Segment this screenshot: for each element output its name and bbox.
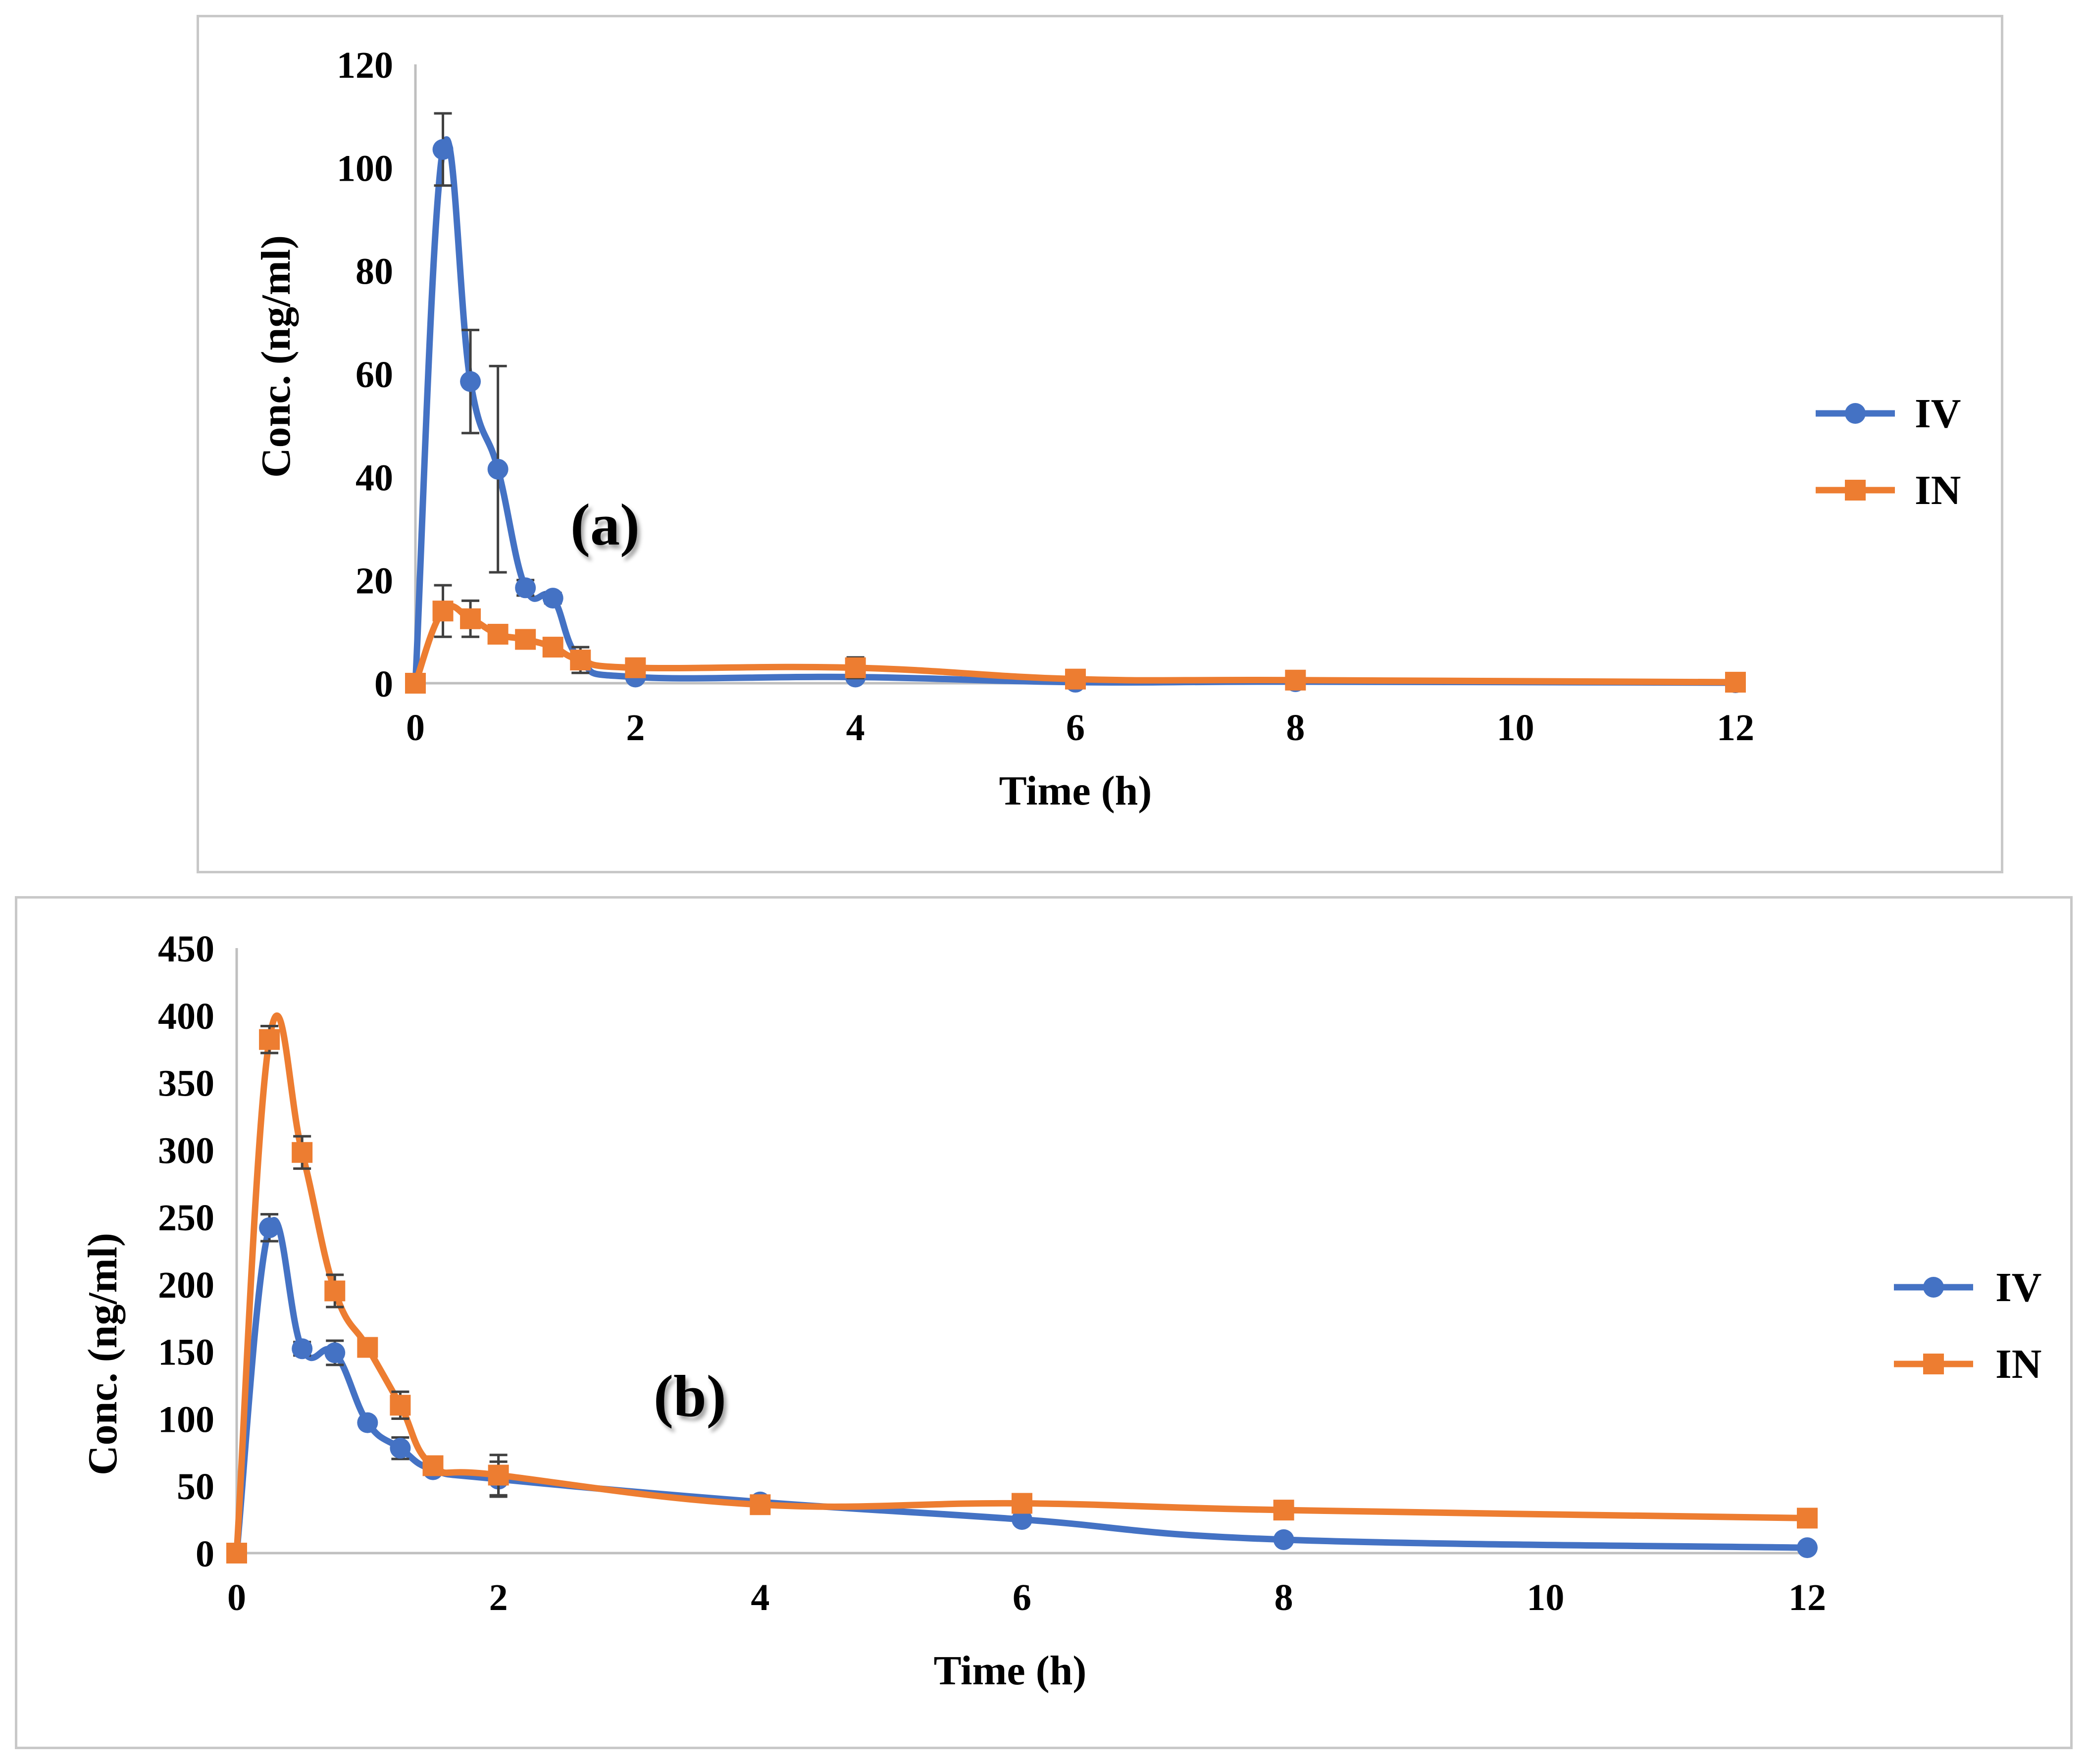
y-tick-label: 400 (158, 996, 214, 1037)
x-tick-label: 12 (1717, 707, 1754, 749)
legend-label: IN (1995, 1341, 2041, 1387)
data-point-iv (1012, 1509, 1032, 1530)
data-point-iv (487, 458, 509, 480)
data-point-in (1012, 1493, 1032, 1514)
series-line-in (233, 1012, 1808, 1554)
data-point-in (259, 1029, 280, 1050)
y-tick-label: 300 (158, 1130, 214, 1171)
legend-item-in: IN (1894, 1341, 2041, 1387)
data-point-in (357, 1337, 378, 1358)
y-tick-label: 120 (337, 45, 393, 86)
data-point-in (845, 657, 866, 678)
data-point-in (390, 1395, 411, 1416)
data-point-iv (292, 1338, 313, 1360)
legend-marker (1845, 480, 1866, 501)
x-tick-label: 8 (1286, 707, 1305, 749)
panel-label: (b) (654, 1363, 726, 1429)
y-tick-label: 250 (158, 1197, 214, 1239)
data-point-in (1725, 671, 1746, 693)
x-tick-label: 2 (489, 1577, 508, 1618)
y-tick-label: 50 (177, 1466, 214, 1508)
x-tick-label: 6 (1013, 1577, 1031, 1618)
x-tick-label: 8 (1274, 1577, 1293, 1618)
legend-item-in: IN (1816, 467, 1961, 513)
y-tick-label: 150 (158, 1332, 214, 1373)
data-point-in (405, 673, 426, 694)
y-tick-label: 200 (158, 1264, 214, 1306)
x-tick-label: 2 (626, 707, 645, 749)
y-tick-label: 450 (158, 928, 214, 970)
data-point-in (750, 1494, 771, 1515)
x-tick-label: 4 (846, 707, 865, 749)
chart-a: Conc. (ng/ml) Time (h) 0 20 40 60 80 100 120 0 2… (253, 45, 1961, 814)
data-point-in (1797, 1508, 1818, 1529)
data-point-iv (460, 371, 481, 392)
data-point-in (422, 1455, 444, 1476)
y-tick-label: 0 (374, 663, 393, 705)
data-point-in (432, 601, 454, 622)
data-point-in (515, 629, 536, 650)
data-point-iv (390, 1438, 411, 1459)
legend-label: IN (1915, 467, 1961, 513)
y-tick-label: 20 (356, 560, 393, 602)
data-point-iv (324, 1342, 346, 1363)
data-point-in (488, 1464, 509, 1486)
series-line-iv (233, 1217, 1808, 1554)
y-tick-label: 0 (196, 1533, 214, 1575)
x-tick-label: 0 (227, 1577, 246, 1618)
x-axis-label: Time (h) (999, 768, 1152, 814)
y-tick-label: 40 (356, 457, 393, 499)
chart-panel-a: Conc. (ng/ml) Time (h) 0 20 40 60 80 100 120 0 2… (197, 15, 2003, 873)
x-tick-label: 0 (406, 707, 425, 749)
data-point-iv (515, 577, 536, 599)
data-point-in (1285, 669, 1306, 691)
series-line-iv (412, 136, 1736, 686)
data-point-in (460, 608, 481, 629)
data-point-in (625, 657, 646, 678)
legend-marker (1845, 403, 1866, 424)
legend-item-iv: IV (1894, 1264, 2041, 1310)
data-point-iv (357, 1412, 378, 1433)
x-axis-label: Time (h) (934, 1648, 1087, 1694)
y-tick-label: 100 (337, 148, 393, 189)
y-tick-label: 100 (158, 1399, 214, 1440)
legend-label: IV (1915, 391, 1961, 437)
data-point-in (1065, 668, 1086, 690)
y-tick-label: 60 (356, 354, 393, 396)
data-point-in (324, 1280, 346, 1302)
chart-panel-b: Conc. (ng/ml) Time (h) 0 50 100 150 200 250 30… (15, 896, 2073, 1749)
x-tick-label: 6 (1066, 707, 1085, 749)
data-point-iv (432, 139, 454, 160)
data-point-iv (542, 588, 563, 609)
data-point-in (542, 637, 563, 658)
data-point-in (1273, 1500, 1294, 1521)
data-point-in (570, 650, 591, 671)
x-tick-label: 10 (1497, 707, 1534, 749)
x-tick-label: 12 (1788, 1577, 1826, 1618)
y-tick-label: 350 (158, 1063, 214, 1105)
data-point-in (292, 1142, 313, 1163)
legend-marker (1923, 1277, 1944, 1298)
data-point-iv (259, 1217, 280, 1238)
legend-marker (1923, 1354, 1944, 1374)
data-point-iv (1273, 1529, 1294, 1550)
data-point-in (226, 1543, 247, 1563)
x-tick-label: 4 (751, 1577, 769, 1618)
legend-label: IV (1995, 1264, 2041, 1310)
panel-label: (a) (570, 492, 640, 557)
x-tick-label: 10 (1527, 1577, 1564, 1618)
data-point-in (487, 624, 509, 645)
y-tick-label: 80 (356, 251, 393, 293)
y-axis-label: Conc. (ng/ml) (80, 1233, 126, 1475)
legend-item-iv: IV (1816, 391, 1961, 437)
data-point-iv (1797, 1537, 1818, 1559)
y-axis-label: Conc. (ng/ml) (253, 235, 299, 478)
chart-b: Conc. (ng/ml) Time (h) 05010015020025030… (80, 928, 2041, 1694)
